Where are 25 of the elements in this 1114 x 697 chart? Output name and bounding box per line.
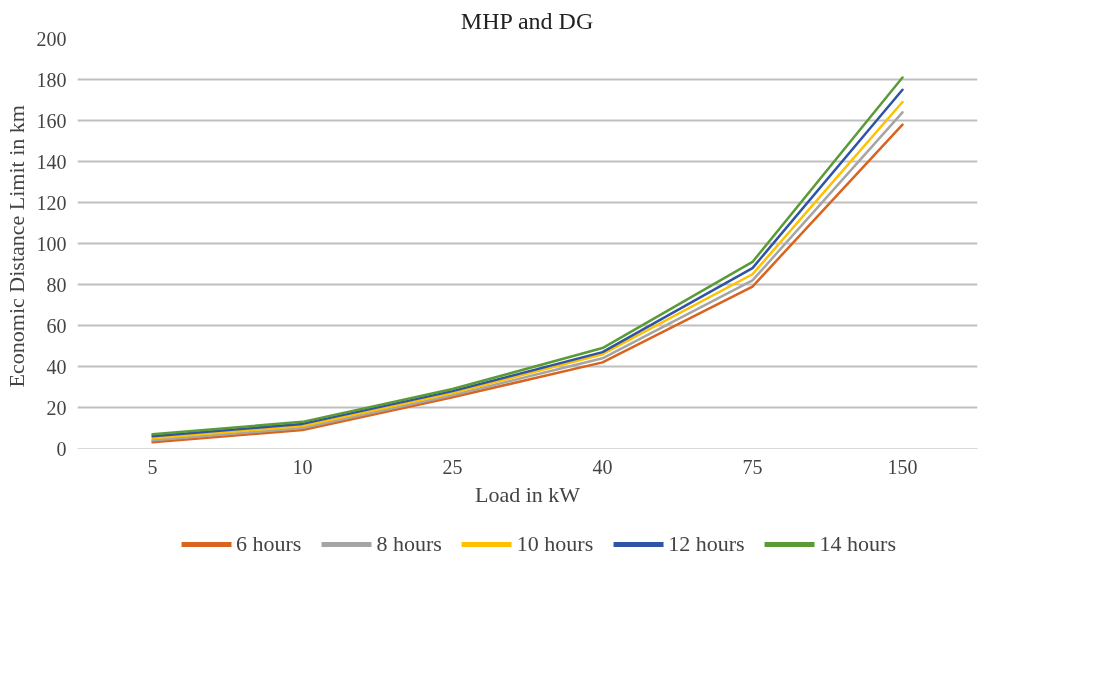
x-tick-label: 25 <box>442 455 463 478</box>
y-tick-label: 120 <box>36 191 67 214</box>
y-tick-label: 60 <box>46 314 67 337</box>
y-tick-label: 20 <box>46 396 67 419</box>
x-tick-label: 75 <box>742 455 763 478</box>
legend-label: 14 hours <box>819 531 896 557</box>
x-axis-title: Load in kW <box>474 481 581 507</box>
chart-title: MHP and DG <box>460 7 594 34</box>
y-tick-label: 140 <box>36 150 67 173</box>
y-tick-label: 80 <box>46 273 67 296</box>
legend-label: 12 hours <box>668 531 745 557</box>
legend-label: 8 hours <box>376 531 442 557</box>
y-tick-label: 200 <box>36 27 67 50</box>
x-tick-label: 40 <box>592 455 613 478</box>
x-tick-label: 10 <box>292 455 313 478</box>
y-tick-label: 160 <box>36 109 67 132</box>
y-tick-label: 0 <box>56 437 67 460</box>
y-tick-label: 100 <box>36 232 67 255</box>
x-tick-label: 150 <box>887 455 918 478</box>
y-tick-label: 40 <box>46 355 67 378</box>
legend-label: 10 hours <box>516 531 594 557</box>
x-tick-label: 5 <box>147 455 158 478</box>
legend-label: 6 hours <box>236 531 302 557</box>
y-axis-title: Economic Distance Limit in km <box>3 105 29 388</box>
y-tick-label: 180 <box>36 68 67 91</box>
